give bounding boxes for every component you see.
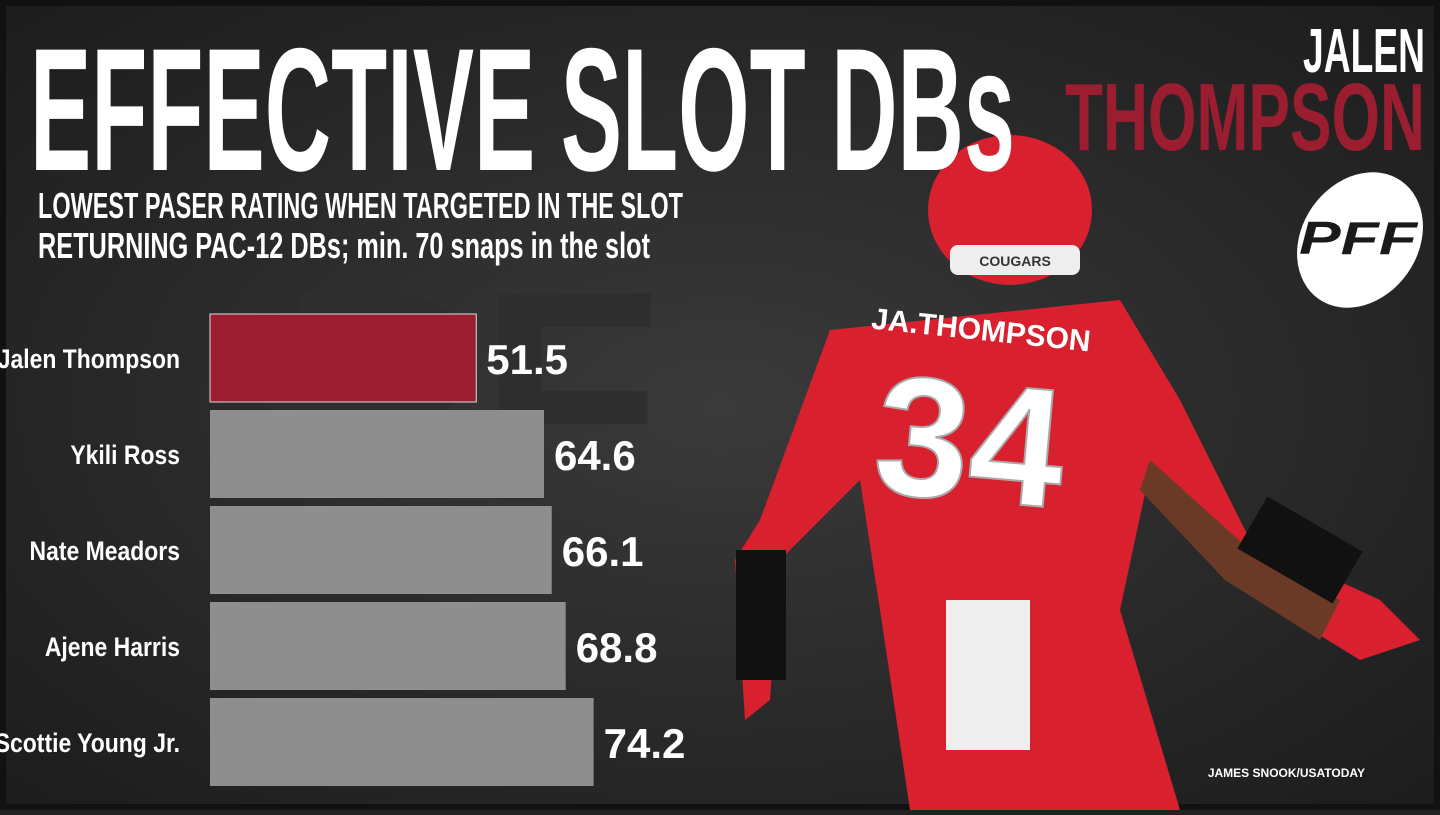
- photo-credit: JAMES SNOOK/USATODAY: [1208, 766, 1365, 780]
- subtitle: LOWEST PASER RATING WHEN TARGETED IN THE…: [38, 185, 683, 226]
- bar: [209, 313, 477, 403]
- pff-logo: PFF: [1297, 172, 1423, 308]
- towel: [946, 600, 1030, 750]
- bars: Jalen Thompson 51.5 Ykili Ross 64.6 Nate Mea…: [0, 313, 686, 786]
- player-body: [735, 300, 1420, 810]
- bar: [210, 698, 594, 786]
- wristband: [1237, 496, 1363, 604]
- logo-text: PFF: [1299, 212, 1420, 264]
- subtitle: RETURNING PAC-12 DBs; min. 70 snaps in t…: [38, 225, 650, 266]
- category-label: Jalen Thompson: [0, 344, 180, 374]
- logo-ball: [1297, 172, 1423, 308]
- value-label: 68.8: [576, 624, 658, 671]
- category-label: Ykili Ross: [70, 440, 180, 470]
- bar: [210, 506, 552, 594]
- value-label: 51.5: [486, 336, 568, 383]
- bar: [210, 602, 566, 690]
- value-label: 74.2: [604, 720, 686, 767]
- value-label: 64.6: [554, 432, 636, 479]
- category-label: Ajene Harris: [45, 632, 180, 662]
- category-label: Nate Meadors: [30, 536, 180, 566]
- jersey-number: 34: [868, 339, 1073, 545]
- player-first-name: JALEN: [1303, 17, 1425, 86]
- player-photo: COUGARS JA.THOMPSON 34: [735, 135, 1420, 810]
- helmet-text: COUGARS: [979, 253, 1051, 269]
- value-label: 66.1: [562, 528, 644, 575]
- category-label: Scottie Young Jr.: [0, 728, 180, 758]
- helmet-band: [950, 245, 1080, 275]
- bar: [210, 410, 544, 498]
- wristband: [736, 550, 786, 680]
- chart-title: EFFECTIVE SLOT DBs: [30, 13, 1015, 208]
- player-last-name: THOMPSON: [1065, 64, 1425, 171]
